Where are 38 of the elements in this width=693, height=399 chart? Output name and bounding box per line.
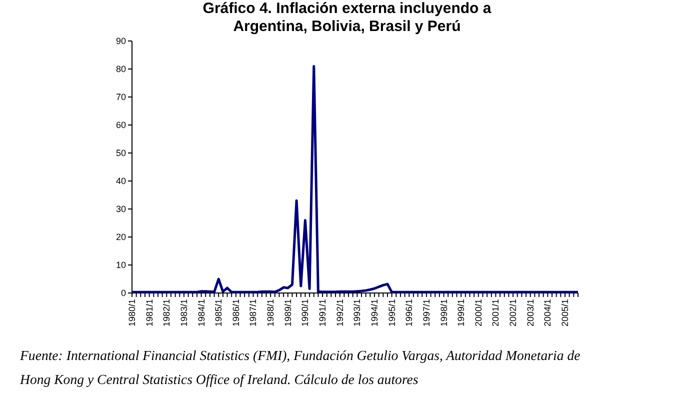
y-tick-label: 20 xyxy=(116,232,126,242)
x-tick-label: 2005/1 xyxy=(560,299,570,327)
x-tick-label: 1982/1 xyxy=(162,299,172,327)
chart-title: Gráfico 4. Inflación externa incluyendo a Argentina, Bolivia, Brasil y Perú xyxy=(202,0,492,35)
x-tick-label: 1990/1 xyxy=(300,299,310,327)
x-tick-label: 1980/1 xyxy=(127,299,137,327)
x-tick-label: 1988/1 xyxy=(266,299,276,327)
y-tick-label: 90 xyxy=(116,36,126,46)
y-tick-label: 0 xyxy=(120,288,126,298)
x-tick-label: 1987/1 xyxy=(248,299,258,327)
x-tick-label: 2003/1 xyxy=(525,299,536,327)
x-tick-label: 1996/1 xyxy=(404,299,414,327)
x-tick-label: 1999/1 xyxy=(456,299,466,327)
x-tick-label: 1984/1 xyxy=(196,299,206,327)
x-tick-label: 1997/1 xyxy=(421,299,432,327)
y-tick-label: 60 xyxy=(116,120,126,130)
y-tick-label: 10 xyxy=(116,260,126,270)
source-note: Fuente: International Financial Statistics (FMI), Fundación Getulio Vargas, Autoridad Monetaria de Hong Kong y Central Statistics Office of Ireland. Cálculo de los autores xyxy=(19,348,580,387)
x-tick-label: 1989/1 xyxy=(282,299,293,327)
x-tick-label: 1983/1 xyxy=(178,299,189,327)
x-tick-label: 1998/1 xyxy=(438,299,449,327)
x-tick-label: 1995/1 xyxy=(386,299,397,327)
x-tick-label: 1991/1 xyxy=(318,299,328,327)
x-tick-label: 2000/1 xyxy=(473,299,484,327)
x-tick-label: 1981/1 xyxy=(144,299,154,327)
y-tick-label: 70 xyxy=(116,92,126,102)
x-tick-label: 1994/1 xyxy=(369,299,380,327)
x-tick-label: 1986/1 xyxy=(230,299,241,327)
y-tick-label: 30 xyxy=(116,204,126,214)
x-tick-label: 2001/1 xyxy=(490,299,501,327)
y-tick-label: 50 xyxy=(116,148,126,158)
y-tick-label: 80 xyxy=(116,64,126,74)
y-tick-label: 40 xyxy=(116,176,126,186)
x-tick-label: 1985/1 xyxy=(214,299,224,327)
x-tick-label: 2004/1 xyxy=(542,299,553,327)
x-tick-label: 1993/1 xyxy=(352,299,362,327)
x-tick-label: 2002/1 xyxy=(508,299,518,327)
x-tick-label: 1992/1 xyxy=(334,299,345,327)
